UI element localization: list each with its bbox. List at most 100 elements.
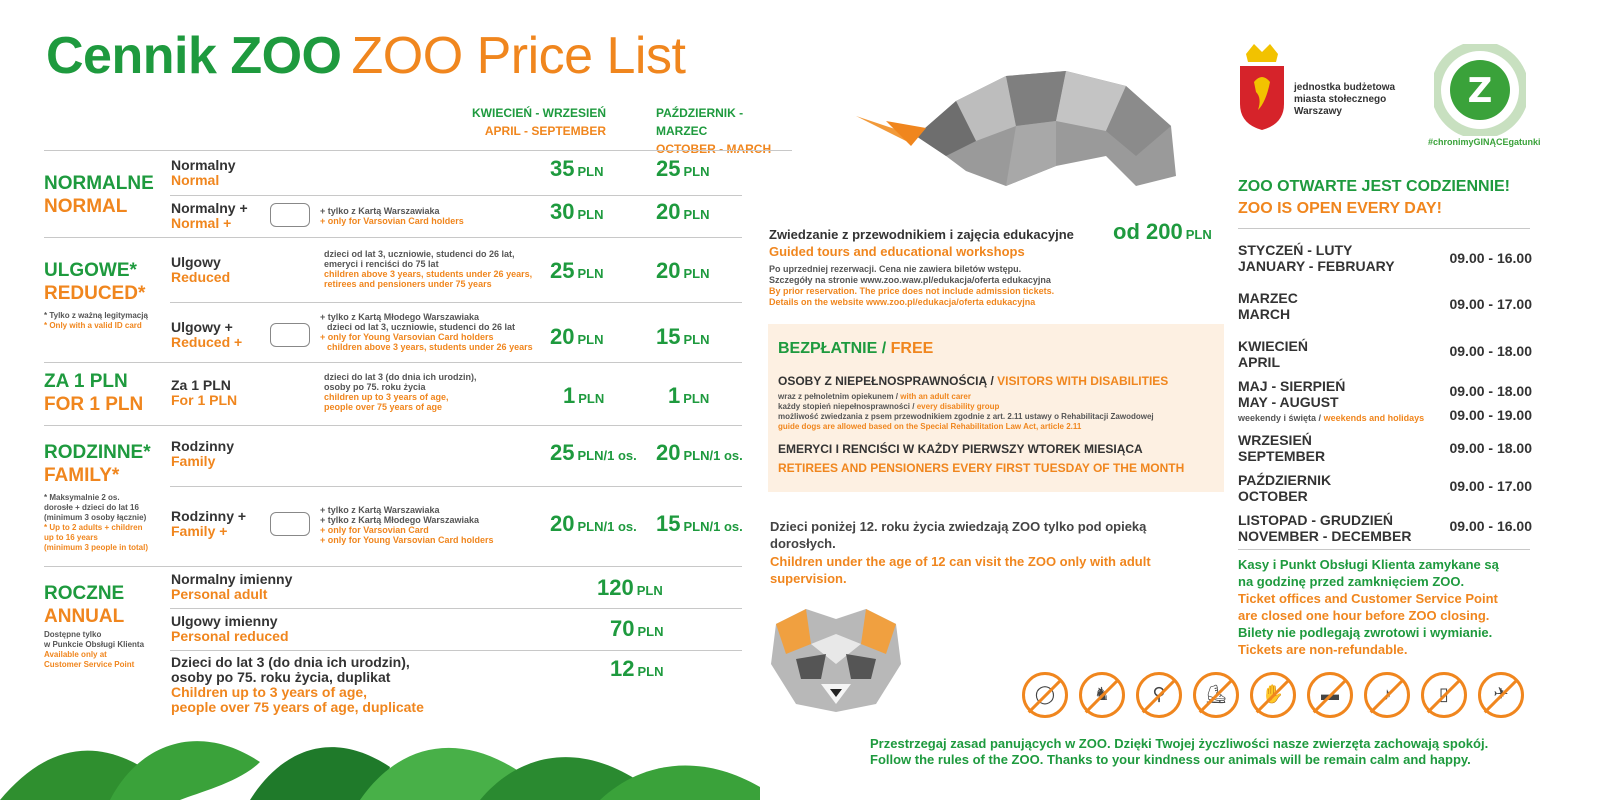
currency: PLN/1 os. [683, 519, 743, 534]
note-line: children above 3 years, students under 2… [324, 269, 533, 279]
row-annual-reduced-en: Personal reduced [171, 628, 289, 644]
category-one: ZA 1 PLN FOR 1 PLN [44, 370, 143, 416]
row-family-en: Family [171, 453, 216, 469]
guided-price: od 200 PLN [1113, 219, 1212, 245]
note-line: Po uprzedniej rezerwacji. Cena nie zawie… [769, 264, 1022, 274]
price-annual-reduced: 70 PLN [610, 616, 663, 642]
note-line: * Up to 2 adults + children [44, 523, 143, 532]
closing-line: Tickets are non-refundable. [1238, 642, 1408, 657]
row-reduced-en: Reduced [171, 269, 231, 285]
row-annual-adult-en: Personal adult [171, 586, 268, 602]
category-family-note: * Maksymalnie 2 os. dorosłe + dzieci do … [44, 493, 148, 553]
price-value: 25 [656, 156, 681, 181]
month-en: APRIL [1238, 354, 1280, 370]
row-reduced-plus-label: Ulgowy + Reduced + [171, 320, 242, 350]
note-line: up to 16 years [44, 533, 98, 542]
price-value: 20 [656, 258, 681, 283]
price-annual-dup: 12 PLN [610, 656, 663, 682]
price-normal-s2: 25 PLN [656, 156, 709, 182]
season-1-en: APRIL - SEPTEMBER [484, 124, 606, 138]
price-one-s1: 1 PLN [563, 383, 604, 409]
title-en: ZOO Price List [351, 27, 686, 85]
price-family-s2: 20 PLN/1 os. [656, 440, 743, 466]
closing-line: Kasy i Punkt Obsługi Klienta zamykane są [1238, 557, 1499, 572]
free-title-en: FREE [890, 340, 934, 357]
row-normal-en: Normal [171, 172, 220, 188]
price-value: 1 [668, 383, 681, 408]
no-trumpets-icon: ♪ [1364, 672, 1410, 718]
note-line: By prior reservation. The price does not… [769, 286, 1055, 296]
title-pl: Cennik ZOO [46, 27, 342, 85]
row-reduced-plus-pl: Ulgowy + [171, 319, 233, 335]
guided-title-en: Guided tours and educational workshops [769, 244, 1025, 259]
note-line: retirees and pensioners under 75 years [324, 279, 492, 289]
price-normal-s1: 35 PLN [550, 156, 603, 182]
row-family-plus-en: Family + [171, 523, 228, 539]
weekend-note: weekendy i święta / weekends and holiday… [1238, 413, 1532, 423]
currency: PLN [577, 207, 604, 222]
row-one-en: For 1 PLN [171, 392, 238, 408]
note-line: children above 3 years, students under 2… [327, 342, 533, 352]
category-normal-en: NORMAL [44, 196, 128, 217]
warsaw-card-icon [270, 203, 310, 227]
note-line: + tylko z Kartą Warszawiaka [320, 206, 440, 216]
currency: PLN [578, 391, 605, 406]
category-reduced: ULGOWE* REDUCED* [44, 259, 145, 305]
free-retirees-en: RETIREES AND PENSIONERS EVERY FIRST TUES… [778, 461, 1185, 475]
line: Dzieci do lat 3 (do dnia ich urodzin), [171, 654, 410, 670]
no-alcohol-icon: ▯ [1421, 672, 1467, 718]
footer-pl: Przestrzegaj zasad panujących w ZOO. Dzi… [870, 736, 1489, 751]
currency: PLN [683, 164, 710, 179]
price-family-plus-s1: 20 PLN/1 os. [550, 511, 637, 537]
row-annual-reduced-label: Ulgowy imienny Personal reduced [171, 614, 289, 644]
currency: PLN [577, 164, 604, 179]
divider [44, 566, 742, 567]
note-pl: każdy stopień niepełnosprawności / [778, 402, 915, 411]
hours-row: KWIECIEŃ APRIL 09.00 - 18.00 [1238, 338, 1532, 370]
month-en: OCTOBER [1238, 488, 1308, 504]
line: people over 75 years of age, duplicate [171, 699, 424, 715]
note-line: * Maksymalnie 2 os. [44, 493, 120, 502]
price-value: 15 [656, 324, 681, 349]
note-line: dzieci do lat 3 (do dnia ich urodzin), [324, 372, 477, 382]
note-line: people over 75 years of age [324, 402, 443, 412]
hours-value: 09.00 - 18.00 [1449, 440, 1532, 456]
note-line: w Punkcie Obsługi Klienta [44, 640, 145, 649]
row-one-note: dzieci do lat 3 (do dnia ich urodzin), o… [324, 372, 477, 412]
free-retirees-pl: EMERYCI I RENCIŚCI W KAŻDY PIERWSZY WTOR… [778, 442, 1143, 456]
row-reduced-pl: Ulgowy [171, 254, 221, 270]
logo-line: miasta stołecznego [1294, 94, 1387, 105]
month-pl: LISTOPAD - GRUDZIEŃ [1238, 512, 1394, 528]
currency: PLN/1 os. [683, 448, 743, 463]
category-family-pl: RODZINNE* [44, 442, 151, 463]
category-reduced-note: * Tylko z ważną legitymacją * Only with … [44, 311, 148, 331]
divider [1238, 228, 1530, 229]
month-pl: WRZESIEŃ [1238, 432, 1312, 448]
month-en: MARCH [1238, 306, 1291, 322]
divider [170, 608, 742, 609]
red-panda-illustration [771, 609, 901, 712]
row-annual-reduced-pl: Ulgowy imienny [171, 613, 278, 629]
row-normal-pl: Normalny [171, 157, 236, 173]
guided-notes: Po uprzedniej rezerwacji. Cena nie zawie… [769, 264, 1054, 308]
no-drones-icon: ✈ [1478, 672, 1524, 718]
month-pl: PAŹDZIERNIK [1238, 472, 1332, 488]
hours-value: 09.00 - 16.00 [1449, 250, 1532, 266]
divider [170, 302, 742, 303]
note-line: dzieci od lat 3, uczniowie, studenci do … [324, 249, 515, 259]
currency: PLN [637, 664, 664, 679]
category-family: RODZINNE* FAMILY* [44, 441, 151, 487]
month-en: JANUARY - FEBRUARY [1238, 258, 1395, 274]
category-one-en: FOR 1 PLN [44, 394, 144, 415]
children-note-en: Children under the age of 12 can visit t… [770, 554, 1151, 586]
row-family-plus-note: + tylko z Kartą Warszawiaka + tylko z Ka… [320, 505, 493, 545]
row-one-pl: Za 1 PLN [171, 377, 231, 393]
season-2-en: OCTOBER - MARCH [656, 142, 772, 156]
row-family-plus-label: Rodzinny + Family + [171, 509, 246, 539]
no-dogs-icon: ♞ [1079, 672, 1125, 718]
row-one-label: Za 1 PLN For 1 PLN [171, 378, 237, 408]
hours-value: 09.00 - 18.00 [1449, 343, 1532, 359]
weekend-pl: weekendy i święta / [1238, 413, 1322, 423]
weekend-en: weekends and holidays [1323, 413, 1425, 423]
row-family-plus-pl: Rodzinny + [171, 508, 247, 524]
